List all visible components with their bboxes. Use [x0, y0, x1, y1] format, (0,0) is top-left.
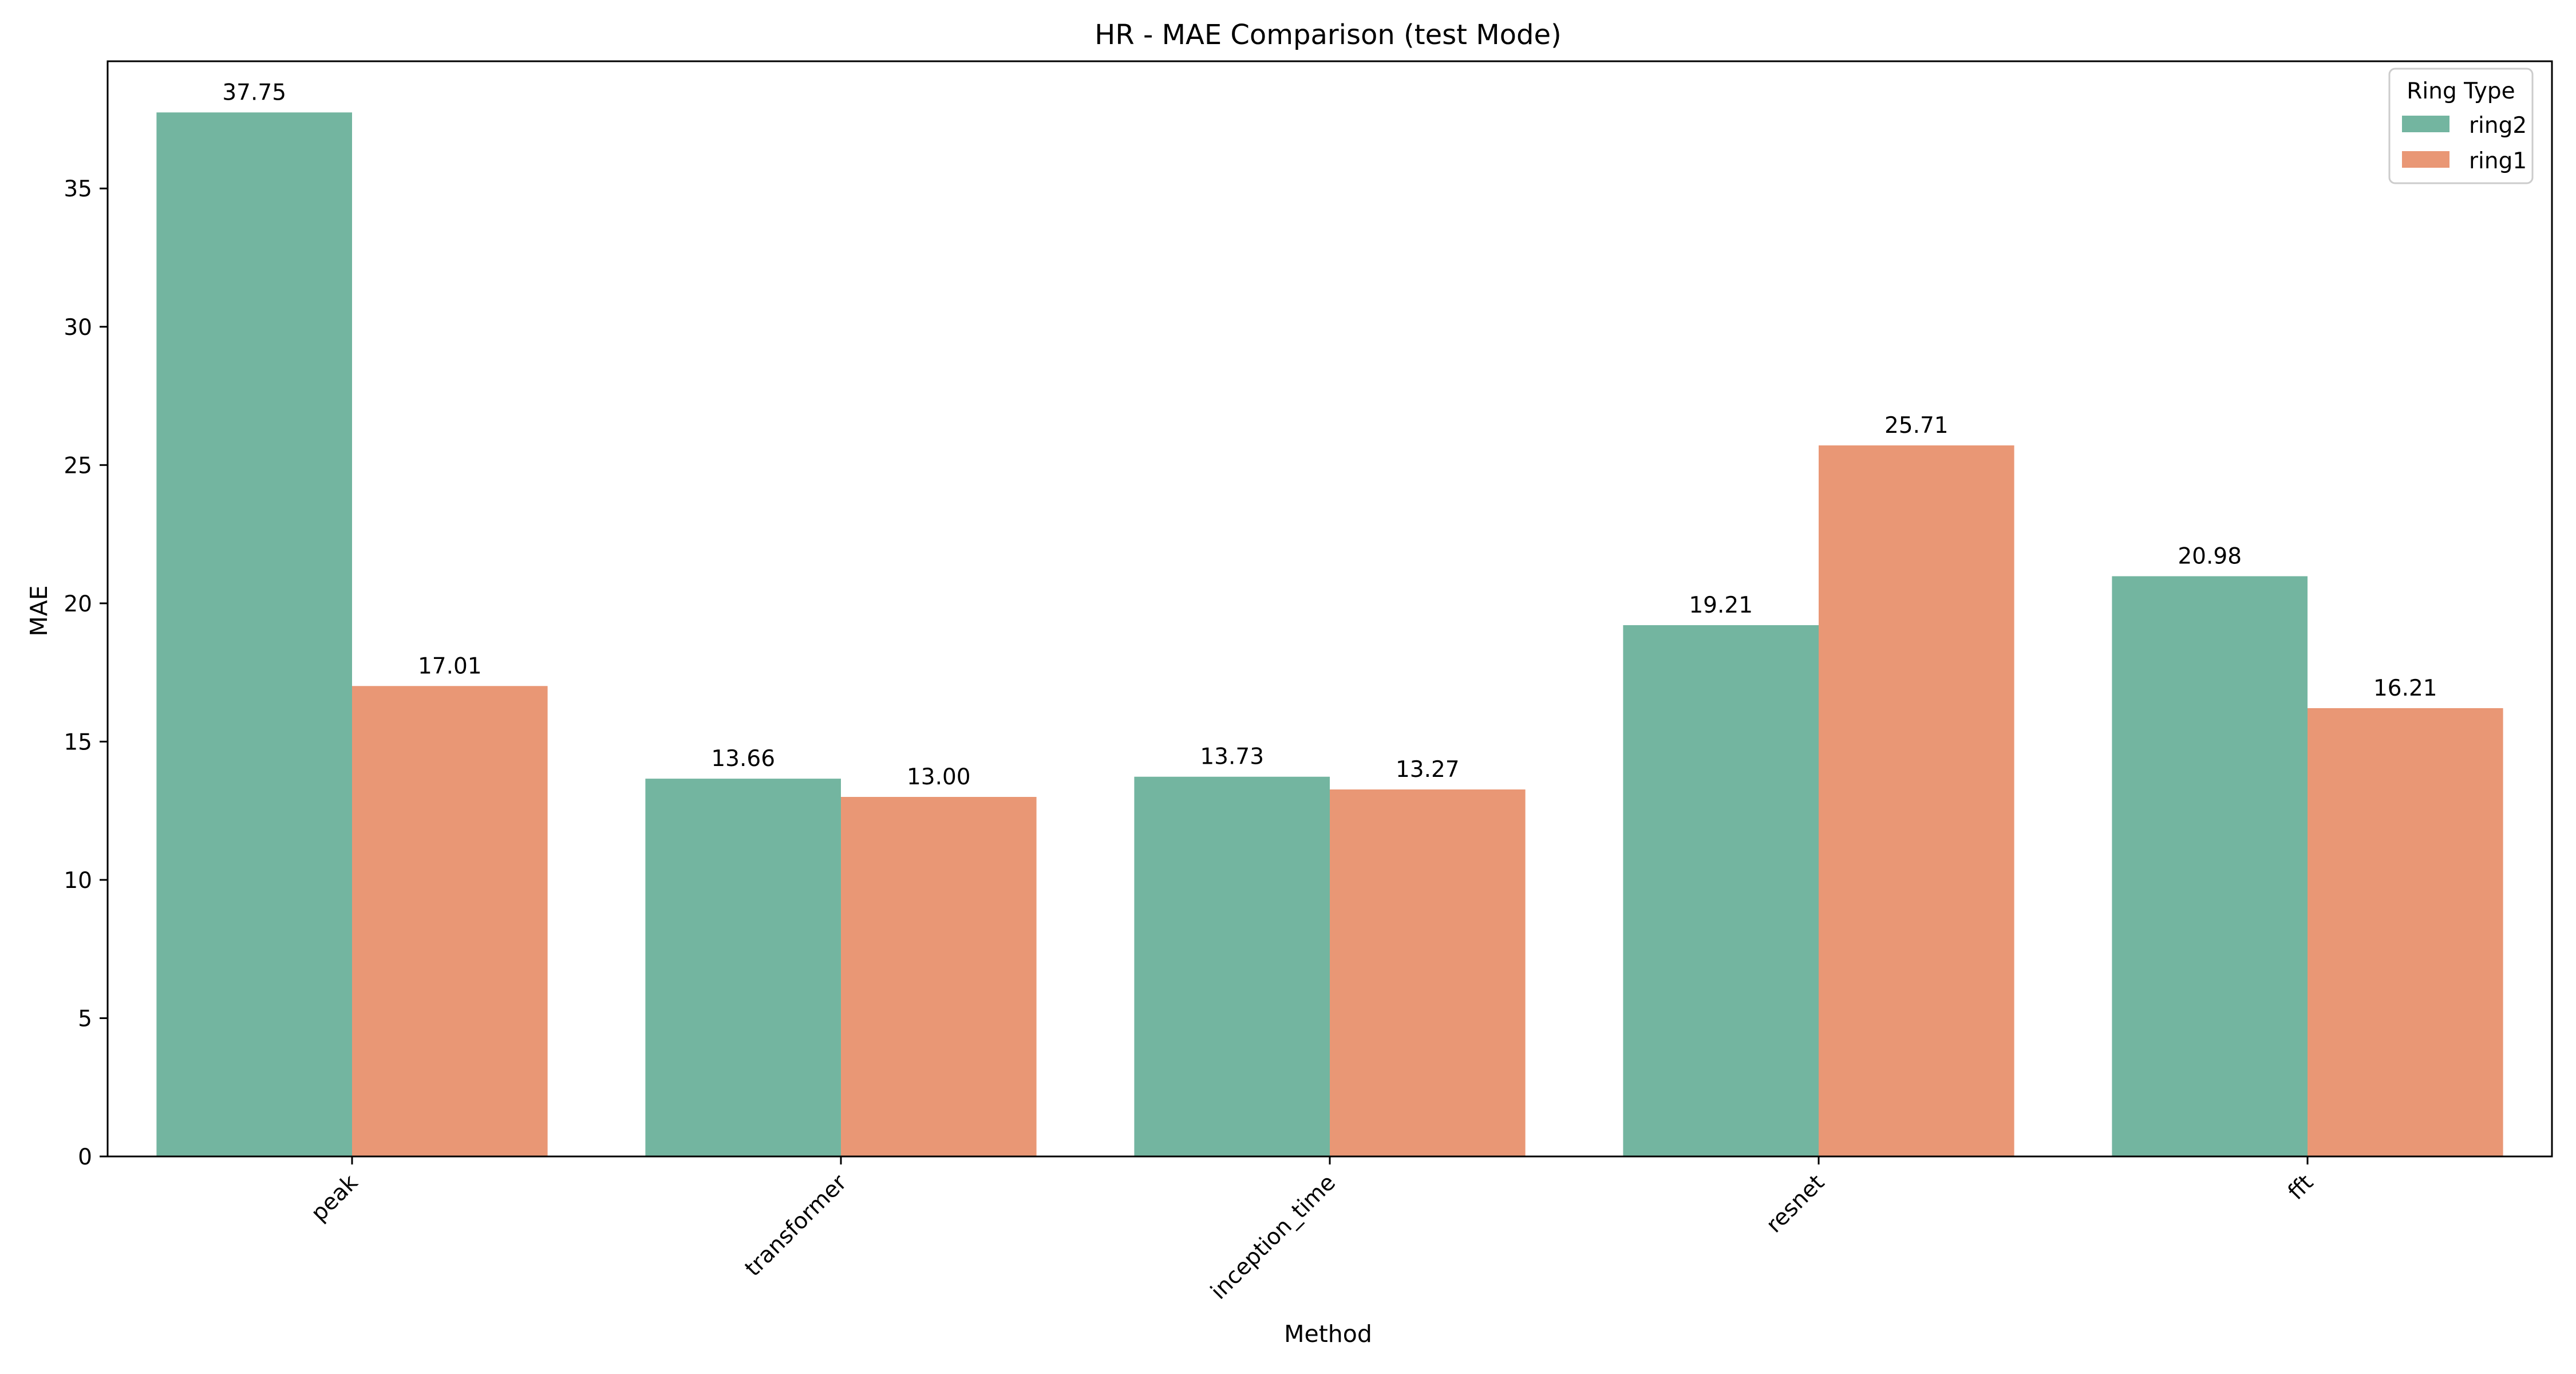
- y-tick-label: 30: [64, 315, 92, 341]
- bar-ring2-fft: [2112, 576, 2308, 1156]
- chart-title: HR - MAE Comparison (test Mode): [1095, 19, 1561, 51]
- data-label-ring2-fft: 20.98: [2178, 543, 2242, 569]
- legend: Ring Type ring2 ring1: [2388, 68, 2534, 184]
- y-tick-label: 10: [64, 868, 92, 894]
- data-label-ring1-peak: 17.01: [418, 653, 482, 679]
- bar-ring2-transformer: [645, 779, 841, 1156]
- plot-frame: [106, 60, 2553, 1158]
- data-label-ring1-fft: 16.21: [2373, 676, 2437, 701]
- bar-ring1-peak: [352, 686, 548, 1156]
- legend-label-ring2: ring2: [2469, 113, 2527, 139]
- y-tick-label: 5: [78, 1006, 92, 1032]
- data-label-ring2-resnet: 19.21: [1689, 593, 1753, 618]
- data-label-ring1-inception_time: 13.27: [1396, 757, 1460, 783]
- x-axis-label: Method: [1284, 1320, 1372, 1348]
- legend-swatch-ring1: [2402, 151, 2449, 168]
- data-label-ring1-transformer: 13.00: [907, 764, 971, 790]
- legend-swatch-ring2: [2402, 116, 2449, 132]
- value-labels-layer: 37.75 13.66 13.73 19.21 20.98 17.01 13.00 13.27…: [222, 80, 2437, 790]
- y-axis-label: MAE: [25, 585, 53, 636]
- data-label-ring1-resnet: 25.71: [1884, 413, 1949, 439]
- y-axis: 0 5 10 15 20 25 30 35: [64, 176, 108, 1170]
- bar-ring1-inception_time: [1330, 789, 1526, 1156]
- bar-ring1-fft: [2308, 708, 2503, 1156]
- y-tick-label: 25: [64, 453, 92, 479]
- bar-ring2-resnet: [1623, 625, 1819, 1156]
- y-tick-label: 20: [64, 591, 92, 617]
- bar-ring1-resnet: [1819, 445, 2014, 1156]
- bar-ring2-peak: [156, 112, 352, 1156]
- bar-ring2-inception_time: [1134, 776, 1330, 1156]
- y-tick-label: 35: [64, 176, 92, 202]
- data-label-ring2-peak: 37.75: [222, 80, 286, 105]
- y-tick-label: 0: [78, 1144, 92, 1170]
- data-label-ring2-transformer: 13.66: [711, 746, 775, 772]
- bars-layer: [156, 112, 2503, 1156]
- bar-ring1-transformer: [841, 796, 1037, 1156]
- legend-title: Ring Type: [2407, 78, 2515, 104]
- y-tick-label: 15: [64, 729, 92, 755]
- data-label-ring2-inception_time: 13.73: [1200, 744, 1264, 770]
- legend-label-ring1: ring1: [2469, 148, 2527, 174]
